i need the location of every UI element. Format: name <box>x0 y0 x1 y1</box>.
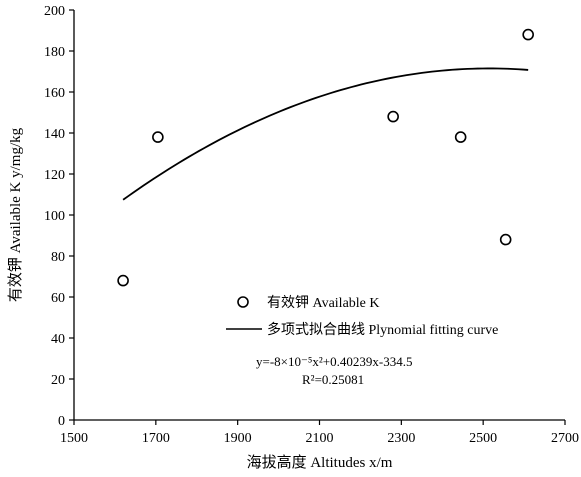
data-point <box>152 131 164 143</box>
x-tick-label: 1900 <box>224 431 252 446</box>
fit-curve-group <box>122 67 529 201</box>
data-point <box>454 131 467 143</box>
x-tick-label: 2300 <box>387 431 415 446</box>
y-tick-label: 20 <box>51 373 65 388</box>
legend-label-scatter: 有效钾 Available K <box>267 295 380 311</box>
x-tick-label: 1700 <box>142 431 170 446</box>
data-point <box>499 233 512 246</box>
fit-equation: y=-8×10⁻⁵x²+0.40239x-334.5 <box>256 354 412 369</box>
y-tick-label: 160 <box>44 86 65 101</box>
x-tick-label: 2100 <box>306 431 334 446</box>
y-tick-label: 80 <box>51 250 65 265</box>
y-tick-label: 40 <box>51 332 65 347</box>
tick-marks <box>69 9 566 425</box>
y-tick-label: 0 <box>58 414 65 429</box>
data-point <box>522 28 534 41</box>
y-tick-label: 140 <box>44 127 65 142</box>
x-tick-label: 1500 <box>60 431 88 446</box>
y-tick-label: 100 <box>44 209 65 224</box>
fit-curve <box>122 67 529 201</box>
x-tick-label: 2700 <box>551 431 579 446</box>
legend: 有效钾 Available K 多项式拟合曲线 Plynomial fittin… <box>226 295 498 338</box>
y-tick-labels: 0 20 40 60 80 100 120 140 160 180 200 <box>44 4 65 429</box>
y-tick-label: 60 <box>51 291 65 306</box>
data-point <box>117 274 129 287</box>
y-tick-label: 180 <box>44 45 65 60</box>
x-tick-labels: 1500 1700 1900 2100 2300 2500 2700 <box>60 431 579 446</box>
x-tick-label: 2500 <box>469 431 497 446</box>
data-points <box>117 28 534 287</box>
y-tick-label: 120 <box>44 168 65 183</box>
y-axis-title: 有效钾 Available K y/mg/kg <box>7 127 24 302</box>
r-squared: R²=0.25081 <box>302 372 364 387</box>
legend-label-fit: 多项式拟合曲线 Plynomial fitting curve <box>267 321 498 338</box>
x-axis-title: 海拔高度 Altitudes x/m <box>247 454 393 471</box>
data-point <box>387 110 399 123</box>
legend-marker-scatter <box>237 296 249 308</box>
y-tick-label: 200 <box>44 4 65 19</box>
